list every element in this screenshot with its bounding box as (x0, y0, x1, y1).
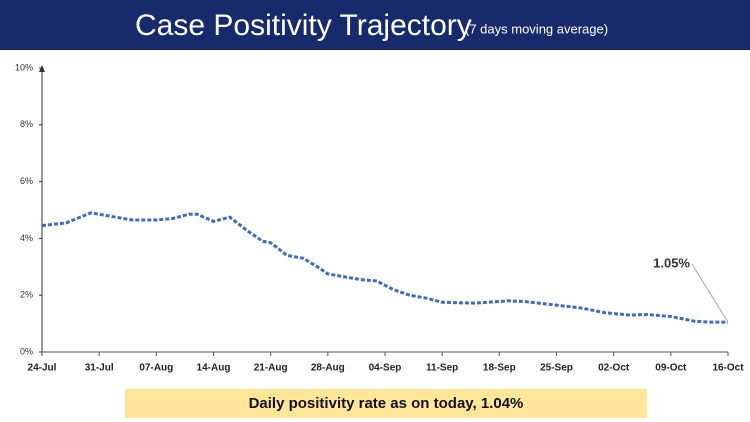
annotation-leader (691, 263, 729, 323)
y-tick-label: 6% (20, 176, 33, 186)
x-tick-label: 21-Aug (254, 363, 288, 374)
footer-note: Daily positivity rate as on today, 1.04% (249, 395, 524, 412)
x-tick-label: 07-Aug (139, 363, 173, 374)
chart-title: Case Positivity Trajectory (135, 9, 472, 42)
x-tick-label: 11-Sep (426, 363, 458, 374)
header-band (0, 0, 750, 50)
footer-box (125, 389, 647, 418)
y-tick-label: 0% (20, 346, 33, 356)
y-tick-label: 10% (15, 62, 33, 72)
annotation-label: 1.05% (653, 256, 690, 271)
y-tick-label: 8% (20, 119, 33, 129)
chart-subtitle: (7 days moving average) (465, 21, 608, 36)
x-tick-label: 31-Jul (85, 363, 114, 374)
data-line (41, 211, 728, 324)
x-tick-label: 24-Jul (28, 363, 57, 374)
y-tick-label: 2% (20, 290, 33, 300)
x-tick-label: 25-Sep (540, 363, 573, 374)
x-tick-label: 02-Oct (598, 363, 630, 374)
x-tick-label: 18-Sep (483, 363, 516, 374)
x-tick-label: 14-Aug (197, 363, 231, 374)
y-tick-label: 4% (20, 233, 33, 243)
x-tick-label: 28-Aug (311, 363, 345, 374)
x-tick-label: 09-Oct (655, 363, 687, 374)
x-tick-label: 04-Sep (369, 363, 402, 374)
x-tick-label: 16-Oct (712, 363, 744, 374)
